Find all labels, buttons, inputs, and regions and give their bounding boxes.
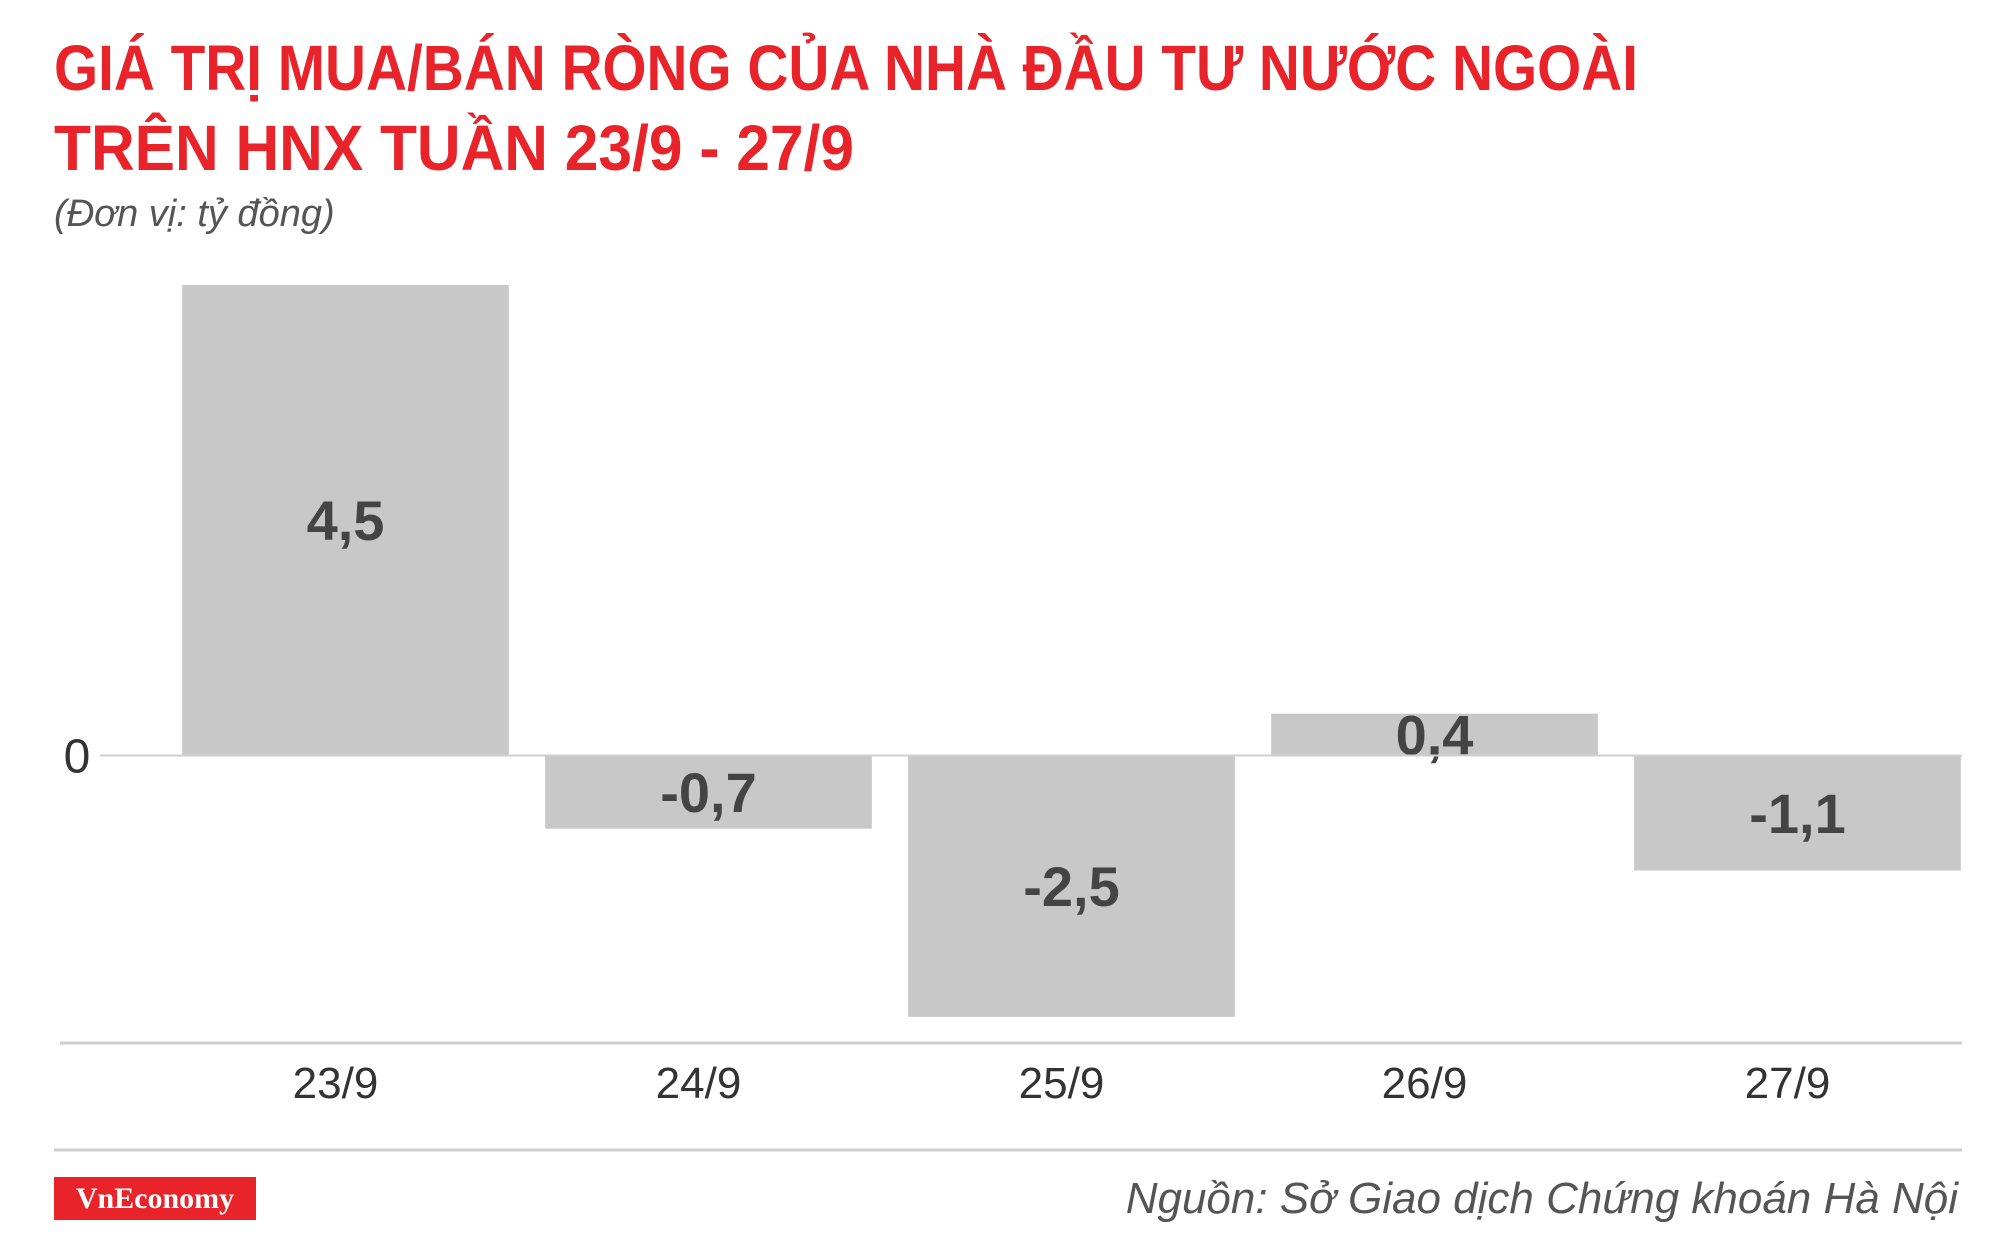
value-label: 4,5 (307, 489, 385, 552)
value-label: -2,5 (1023, 855, 1120, 918)
source: Nguồn: Sở Giao dịch Chứng khoán Hà Nội (1126, 1174, 1960, 1223)
bar (182, 285, 509, 756)
logo: VnEconomy (76, 1182, 234, 1215)
chart-title: GIÁ TRỊ MUA/BÁN RÒNG CỦA NHÀ ĐẦU TƯ NƯỚC… (54, 31, 1638, 104)
chart-title: TRÊN HNX TUẦN 23/9 - 27/9 (54, 111, 854, 184)
x-tick-label: 23/9 (293, 1059, 379, 1108)
bar (1271, 713, 1598, 756)
x-tick-label: 25/9 (1019, 1059, 1105, 1108)
logo-box (54, 1177, 256, 1220)
chart-subtitle: (Đơn vị: tỷ đồng) (54, 193, 335, 235)
x-tick-label: 26/9 (1382, 1059, 1468, 1108)
bar (545, 755, 872, 829)
x-tick-label: 24/9 (656, 1059, 742, 1108)
x-tick-label: 27/9 (1745, 1059, 1831, 1108)
bar (908, 755, 1235, 1017)
value-label: -1,1 (1749, 782, 1846, 845)
y-tick-label: 0 (64, 730, 91, 783)
bar (1634, 755, 1961, 871)
value-label: 0,4 (1396, 704, 1474, 767)
value-label: -0,7 (660, 761, 757, 824)
